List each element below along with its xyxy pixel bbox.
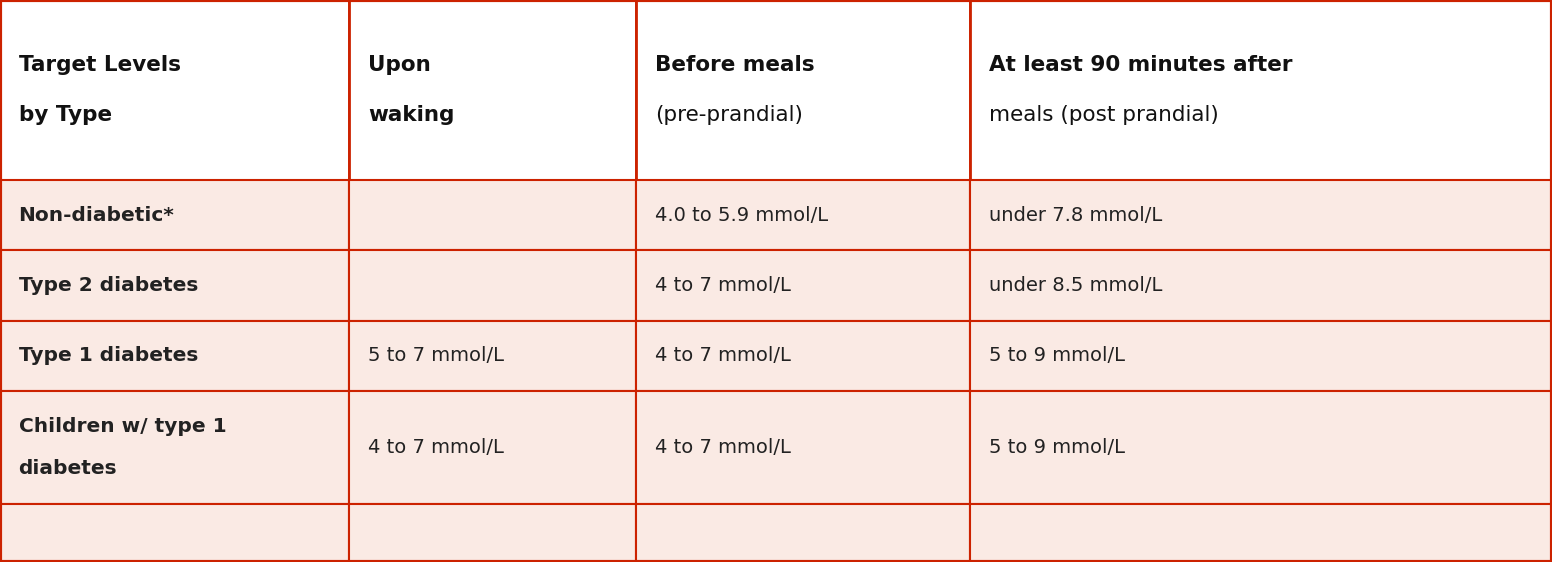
Bar [0,321,349,391]
Bar [0,504,349,562]
Bar [349,251,636,321]
Text: 4.0 to 5.9 mmol/L: 4.0 to 5.9 mmol/L [655,206,829,225]
Bar [0,251,349,321]
Text: Type 1 diabetes: Type 1 diabetes [19,346,199,365]
Bar [970,251,1552,321]
Bar [0,0,349,180]
Bar [0,391,349,504]
Text: Non-diabetic*: Non-diabetic* [19,206,174,225]
Text: under 7.8 mmol/L: under 7.8 mmol/L [989,206,1162,225]
Text: meals (post prandial): meals (post prandial) [989,106,1218,125]
Text: Target Levels: Target Levels [19,55,180,75]
Text: waking: waking [368,106,455,125]
Bar [0,180,349,251]
Text: (pre-prandial): (pre-prandial) [655,106,802,125]
Bar [636,180,970,251]
Bar [970,180,1552,251]
Text: 4 to 7 mmol/L: 4 to 7 mmol/L [655,276,792,295]
Text: by Type: by Type [19,106,112,125]
Text: Upon: Upon [368,55,430,75]
Bar [349,321,636,391]
Bar [349,0,636,180]
Text: under 8.5 mmol/L: under 8.5 mmol/L [989,276,1162,295]
Text: 4 to 7 mmol/L: 4 to 7 mmol/L [655,346,792,365]
Text: Type 2 diabetes: Type 2 diabetes [19,276,199,295]
Text: diabetes: diabetes [19,459,118,478]
Text: Before meals: Before meals [655,55,815,75]
Text: 4 to 7 mmol/L: 4 to 7 mmol/L [655,438,792,457]
Text: 5 to 7 mmol/L: 5 to 7 mmol/L [368,346,504,365]
Bar [636,504,970,562]
Bar [349,504,636,562]
Bar [970,321,1552,391]
Text: 5 to 9 mmol/L: 5 to 9 mmol/L [989,438,1125,457]
Text: At least 90 minutes after: At least 90 minutes after [989,55,1293,75]
Bar [349,391,636,504]
Bar [636,391,970,504]
Text: Children w/ type 1: Children w/ type 1 [19,416,227,436]
Bar [636,0,970,180]
Bar [970,0,1552,180]
Text: 4 to 7 mmol/L: 4 to 7 mmol/L [368,438,504,457]
Bar [970,504,1552,562]
Bar [636,321,970,391]
Bar [970,391,1552,504]
Text: 5 to 9 mmol/L: 5 to 9 mmol/L [989,346,1125,365]
Bar [349,180,636,251]
Bar [636,251,970,321]
